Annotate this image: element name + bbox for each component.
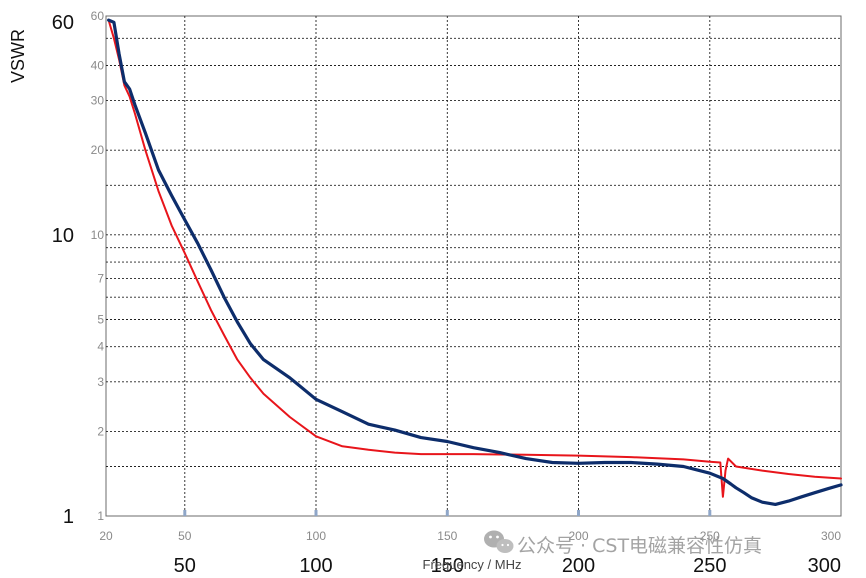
x-tick-marks — [183, 510, 712, 516]
x-axis-label: Frequency / MHz — [423, 557, 522, 572]
inner-y-tick-label: 7 — [97, 271, 104, 285]
x-gridlines — [184, 16, 711, 516]
inner-x-tick-label: 300 — [821, 529, 841, 543]
outer-x-tick-label: 100 — [299, 555, 332, 577]
inner-y-tick-label: 5 — [97, 313, 104, 327]
outer-x-tick-label: 150 — [431, 555, 464, 577]
series-layer — [107, 18, 843, 506]
series-line-0 — [107, 18, 843, 506]
inner-x-tick-label: 250 — [700, 529, 720, 543]
inner-y-tick-label: 10 — [91, 228, 105, 242]
y-axis-label: VSWR — [8, 29, 28, 83]
outer-x-tick-labels: 50 100 150 200 250 300 — [174, 555, 841, 577]
inner-x-tick-label: 150 — [437, 529, 457, 543]
inner-x-tick-label: 100 — [306, 529, 326, 543]
inner-y-tick-labels: 60 40 30 20 10 7 5 4 3 2 1 — [91, 9, 105, 523]
watermark-text: 公众号 · CST电磁兼容性仿真 — [517, 535, 762, 557]
inner-y-tick-label: 3 — [97, 375, 104, 389]
x-axis-label-group: Frequency / MHz — [423, 557, 522, 572]
y-gridlines — [106, 37, 841, 467]
inner-x-tick-label: 20 — [99, 529, 113, 543]
wechat-icon — [484, 530, 514, 553]
plot-area — [105, 15, 842, 517]
inner-y-tick-label: 1 — [97, 509, 104, 523]
inner-x-tick-label: 50 — [178, 529, 192, 543]
outer-x-tick-label: 300 — [808, 555, 841, 577]
inner-y-tick-label: 2 — [97, 424, 104, 438]
series-line-1 — [107, 19, 842, 498]
outer-x-tick-label: 200 — [562, 555, 595, 577]
inner-y-tick-label: 60 — [91, 9, 105, 23]
outer-y-tick-label: 10 — [52, 225, 74, 247]
outer-x-tick-label: 250 — [693, 555, 726, 577]
inner-y-tick-label: 4 — [97, 340, 104, 354]
inner-x-tick-labels: 20 50 100 150 200 250 300 — [99, 529, 841, 543]
outer-y-tick-label: 1 — [63, 506, 74, 528]
outer-y-tick-labels: 60 10 1 — [52, 12, 74, 528]
outer-x-tick-label: 50 — [174, 555, 196, 577]
inner-x-tick-label: 200 — [568, 529, 588, 543]
outer-y-tick-label: 60 — [52, 12, 74, 34]
watermark-group: 公众号 · CST电磁兼容性仿真 — [484, 530, 762, 557]
inner-y-tick-label: 20 — [91, 143, 105, 157]
inner-y-tick-label: 30 — [91, 94, 105, 108]
inner-y-tick-label: 40 — [91, 59, 105, 73]
